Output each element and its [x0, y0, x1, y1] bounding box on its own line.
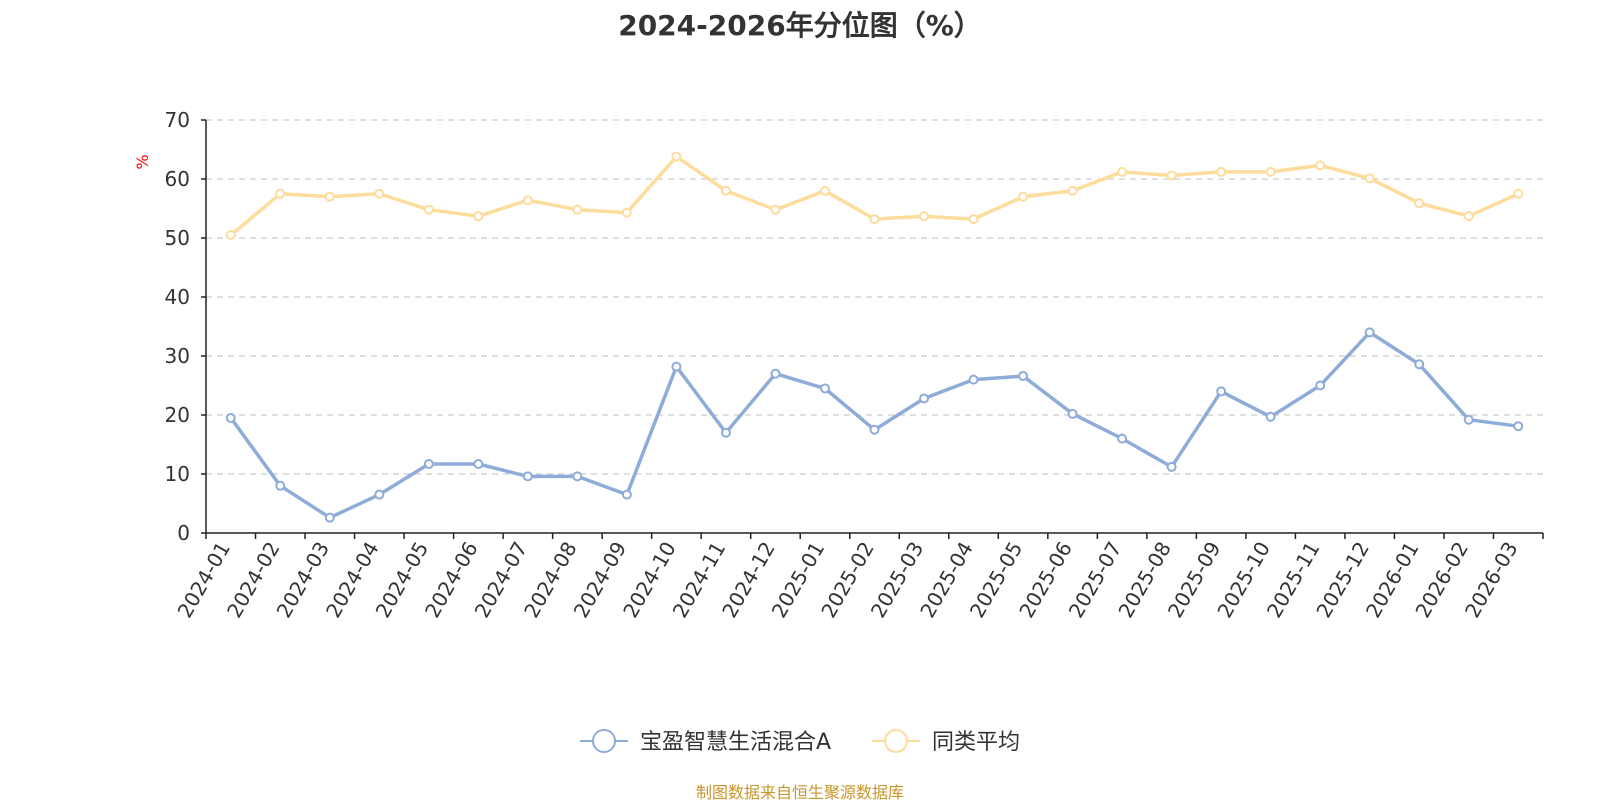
data-point[interactable]	[1018, 371, 1029, 382]
y-tick-label: 30	[165, 344, 190, 368]
data-point[interactable]	[1513, 188, 1524, 199]
data-point[interactable]	[522, 195, 533, 206]
data-point[interactable]	[1216, 386, 1227, 397]
data-point[interactable]	[225, 230, 236, 241]
y-axis-unit-label: %	[133, 154, 152, 169]
legend-item-2[interactable]: 同类平均	[872, 729, 1020, 755]
data-point[interactable]	[869, 214, 880, 225]
series-layer	[225, 151, 1524, 523]
data-point[interactable]	[225, 412, 236, 423]
data-point[interactable]	[671, 151, 682, 162]
data-point[interactable]	[1067, 408, 1078, 419]
data-point[interactable]	[324, 191, 335, 202]
data-point[interactable]	[770, 204, 781, 215]
data-point[interactable]	[1018, 191, 1029, 202]
y-tick-label: 70	[165, 108, 190, 132]
data-point[interactable]	[819, 383, 830, 394]
y-tick-label: 10	[165, 462, 190, 486]
data-point[interactable]	[374, 489, 385, 500]
data-point[interactable]	[572, 204, 583, 215]
data-point[interactable]	[1216, 166, 1227, 177]
y-tick-label: 20	[165, 403, 190, 427]
data-point[interactable]	[572, 471, 583, 482]
y-tick-label: 60	[165, 167, 190, 191]
data-point[interactable]	[671, 361, 682, 372]
data-point[interactable]	[968, 214, 979, 225]
data-point[interactable]	[275, 480, 286, 491]
legend-item-1[interactable]: 宝盈智慧生活混合A	[580, 729, 831, 755]
data-point[interactable]	[720, 185, 731, 196]
y-tick-label: 0	[177, 521, 190, 545]
data-point[interactable]	[1067, 185, 1078, 196]
chart-title: 2024-2026年分位图（%）	[618, 9, 982, 42]
data-point[interactable]	[968, 374, 979, 385]
data-point[interactable]	[720, 427, 731, 438]
legend-label: 宝盈智慧生活混合A	[640, 730, 831, 755]
source-note: 制图数据来自恒生聚源数据库	[695, 783, 904, 802]
data-point[interactable]	[919, 393, 930, 404]
data-point[interactable]	[1463, 211, 1474, 222]
data-point[interactable]	[1166, 170, 1177, 181]
data-point[interactable]	[423, 204, 434, 215]
data-point[interactable]	[423, 458, 434, 469]
series-1	[225, 327, 1524, 523]
data-point[interactable]	[819, 185, 830, 196]
data-point[interactable]	[1315, 380, 1326, 391]
data-point[interactable]	[374, 188, 385, 199]
y-tick-label: 40	[165, 285, 190, 309]
data-point[interactable]	[1364, 173, 1375, 184]
data-point[interactable]	[1414, 359, 1425, 370]
data-point[interactable]	[1117, 166, 1128, 177]
axes: 0102030405060702024-012024-022024-032024…	[165, 108, 1544, 622]
data-point[interactable]	[1315, 160, 1326, 171]
data-point[interactable]	[621, 489, 632, 500]
data-point[interactable]	[473, 211, 484, 222]
data-point[interactable]	[473, 458, 484, 469]
legend[interactable]: 宝盈智慧生活混合A 同类平均	[580, 729, 1020, 755]
data-point[interactable]	[919, 211, 930, 222]
data-point[interactable]	[324, 512, 335, 523]
data-point[interactable]	[1265, 166, 1276, 177]
grid-lines	[206, 119, 1543, 475]
data-point[interactable]	[1265, 411, 1276, 422]
data-point[interactable]	[621, 207, 632, 218]
legend-marker-icon	[884, 729, 908, 753]
data-point[interactable]	[1513, 421, 1524, 432]
data-point[interactable]	[522, 471, 533, 482]
legend-label: 同类平均	[932, 730, 1020, 755]
data-point[interactable]	[1166, 461, 1177, 472]
data-point[interactable]	[869, 424, 880, 435]
series-2	[225, 151, 1524, 241]
data-point[interactable]	[1463, 414, 1474, 425]
data-point[interactable]	[275, 188, 286, 199]
data-point[interactable]	[1117, 433, 1128, 444]
data-point[interactable]	[1414, 198, 1425, 209]
data-point[interactable]	[770, 368, 781, 379]
data-point[interactable]	[1364, 327, 1375, 338]
legend-marker-icon	[592, 729, 616, 753]
y-tick-label: 50	[165, 226, 190, 250]
